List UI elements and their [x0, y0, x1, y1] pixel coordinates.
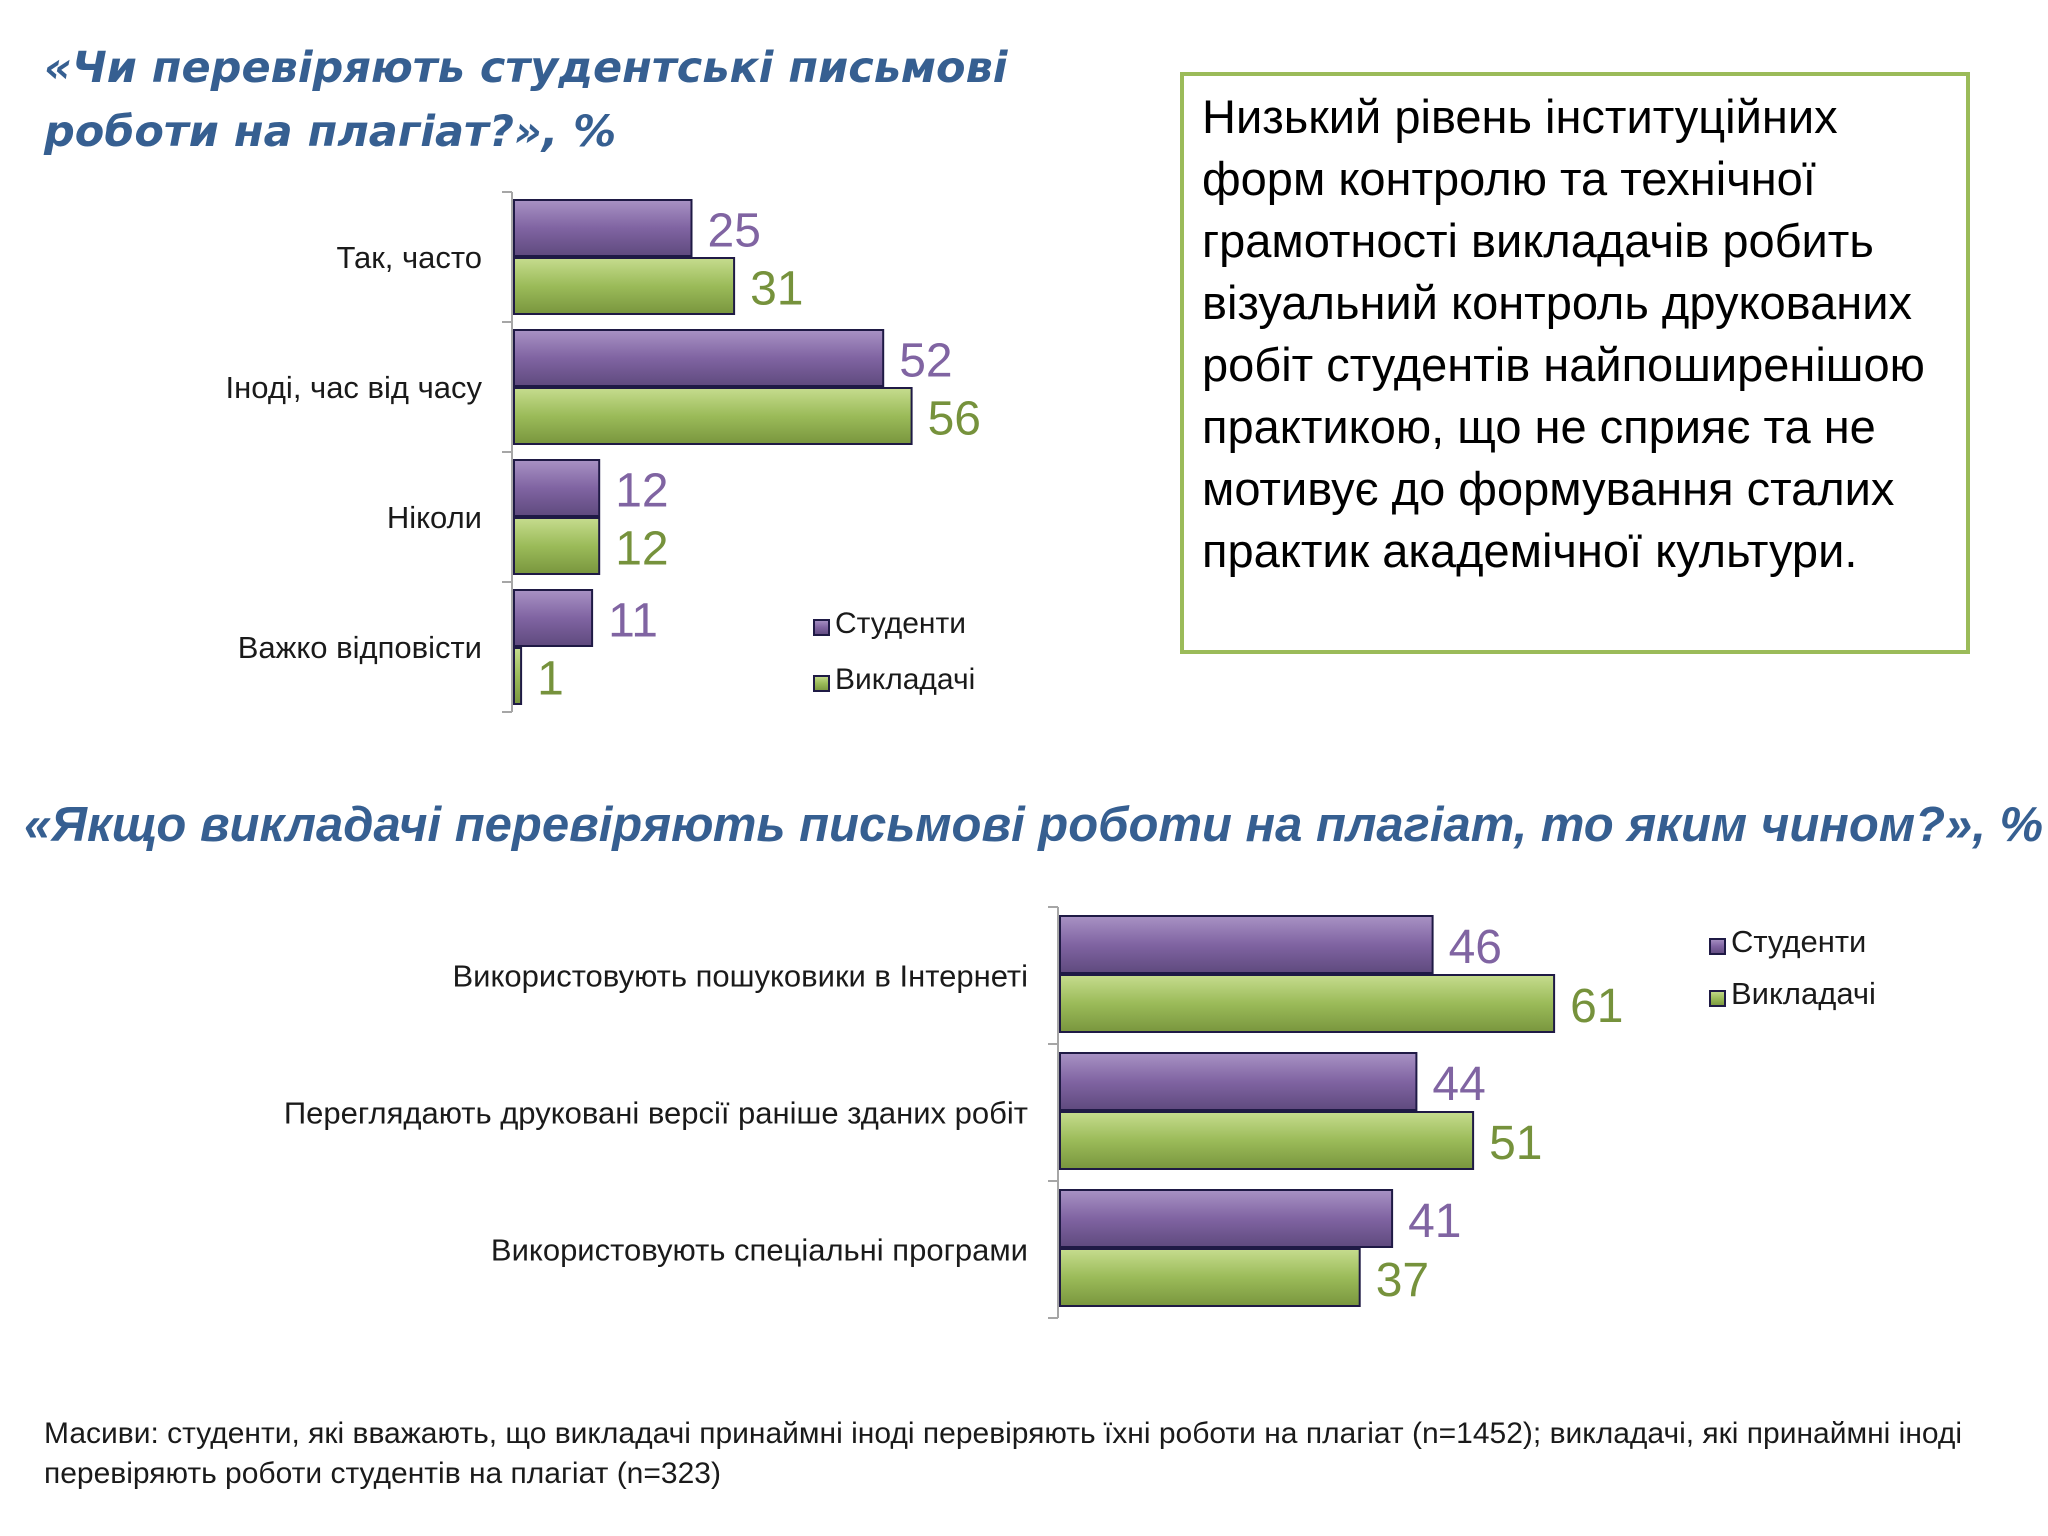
value-label-teachers: 56	[928, 392, 981, 445]
value-label-students: 44	[1432, 1058, 1485, 1111]
legend-label-teachers: Викладачі	[835, 663, 975, 696]
legend-swatch-teachers	[1709, 990, 1726, 1007]
value-label-students: 25	[708, 204, 761, 257]
bar-students	[513, 199, 693, 257]
value-label-teachers: 61	[1570, 980, 1623, 1033]
value-label-students: 11	[608, 594, 658, 647]
category-label: Так, часто	[336, 240, 482, 275]
bar-teachers	[1059, 1111, 1475, 1170]
value-label-teachers: 51	[1489, 1117, 1542, 1170]
legend-label-teachers: Викладачі	[1731, 976, 1876, 1011]
bar-students	[513, 329, 885, 387]
chart2-title: «Якщо викладачі перевіряють письмові роб…	[24, 798, 2044, 852]
category-label: Важко відповісти	[238, 630, 482, 665]
value-label-teachers: 12	[615, 522, 668, 575]
category-label: Іноді, час від часу	[226, 370, 483, 405]
callout-text: Низький рівень інституційних форм контро…	[1202, 90, 1925, 577]
bar-students	[513, 459, 601, 517]
chart2: Використовують пошуковики в Інтернеті 46 6…	[284, 906, 1876, 1319]
category-label: Використовують спеціальні програми	[491, 1233, 1028, 1268]
legend-label-students: Студенти	[1731, 924, 1866, 959]
value-label-teachers: 31	[750, 262, 803, 315]
value-label-students: 12	[615, 464, 668, 517]
bar-teachers	[1059, 1248, 1361, 1307]
footnote: Масиви: студенти, які вважають, що викла…	[44, 1417, 1963, 1490]
value-label-students: 52	[899, 334, 952, 387]
legend-swatch-students	[813, 619, 830, 636]
bar-students	[1059, 915, 1434, 974]
chart1-title: «Чи перевіряють студентські письмові роб…	[44, 43, 1008, 157]
bar-teachers	[513, 387, 913, 445]
callout-box: Низький рівень інституційних форм контро…	[1180, 72, 1970, 654]
bar-teachers	[513, 257, 736, 315]
value-label-teachers: 37	[1376, 1254, 1429, 1307]
legend-swatch-students	[1709, 938, 1726, 955]
category-label: Ніколи	[387, 500, 482, 535]
value-label-students: 41	[1408, 1195, 1461, 1248]
value-label-teachers: 1	[537, 652, 564, 705]
legend-label-students: Студенти	[835, 607, 966, 640]
category-label: Переглядають друковані версії раніше зда…	[284, 1096, 1028, 1131]
bar-students	[1059, 1052, 1418, 1111]
bar-teachers	[513, 517, 601, 575]
bar-students	[1059, 1189, 1394, 1248]
value-label-students: 46	[1449, 921, 1502, 974]
bar-teachers	[1059, 974, 1556, 1033]
bar-students	[513, 589, 594, 647]
legend-swatch-teachers	[813, 675, 830, 692]
bar-teachers	[513, 647, 523, 705]
category-label: Використовують пошуковики в Інтернеті	[453, 959, 1029, 994]
